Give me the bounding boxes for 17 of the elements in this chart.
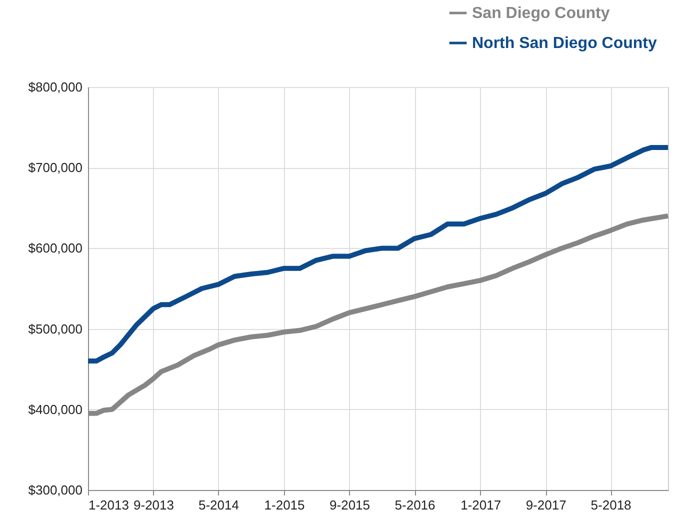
x-tick-label: 5-2018	[590, 498, 632, 512]
x-tick-label: 9-2015	[330, 498, 370, 512]
y-tick-label: $700,000	[28, 160, 82, 176]
y-tick-label: $400,000	[28, 402, 82, 417]
x-tick-label: 5-2014	[198, 498, 239, 512]
y-tick-label: $600,000	[28, 240, 82, 256]
x-tick-label: 1-2017	[460, 498, 502, 512]
x-tick-label: 9-2013	[134, 498, 174, 512]
x-tick-label: 9-2017	[526, 498, 566, 512]
x-tick-label: 1-2015	[264, 498, 305, 512]
legend-label: North San Diego County	[472, 35, 657, 52]
y-tick-label: $500,000	[28, 321, 82, 336]
x-tick-label: 5-2016	[394, 498, 436, 512]
y-tick-label: $300,000	[28, 482, 82, 498]
y-tick-label: $800,000	[28, 80, 82, 94]
x-tick-label: 1-2013	[88, 498, 129, 512]
legend-label: San Diego County	[472, 5, 610, 22]
